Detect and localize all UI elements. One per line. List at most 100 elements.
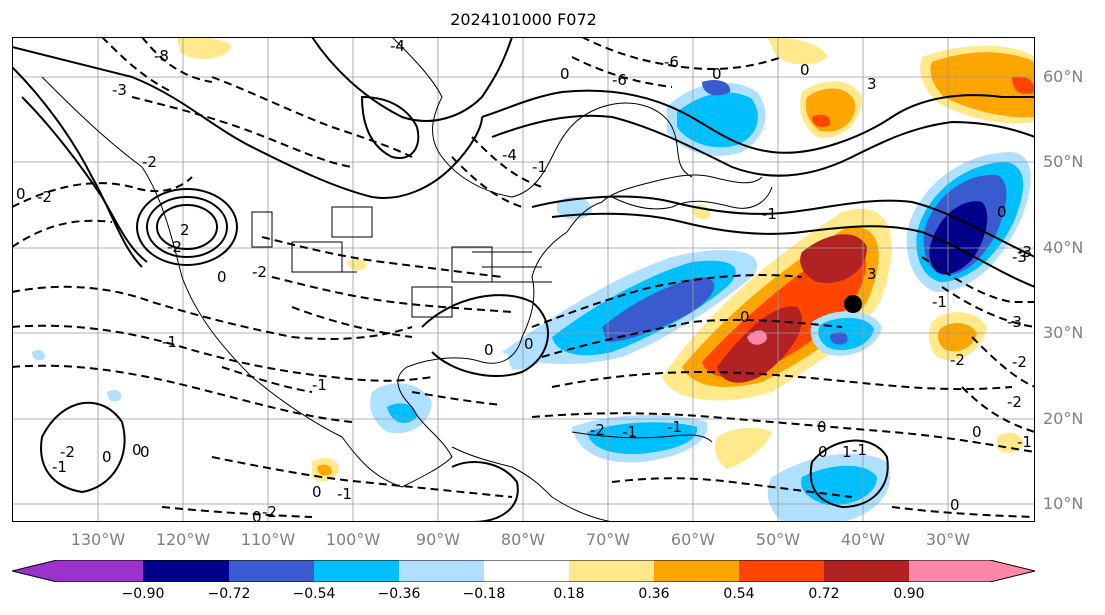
contour-label: 0 (217, 268, 227, 286)
lat-label-30n: 30°N (1043, 323, 1084, 342)
contour-label: -1 (52, 458, 67, 476)
contour-label: -2 (60, 443, 75, 461)
map-frame (12, 37, 1035, 522)
contour-label: 0 (140, 443, 150, 461)
contour-label: 0 (312, 483, 322, 501)
contour-label: 0 (132, 441, 142, 459)
contour-label: -8 (154, 47, 169, 65)
contour-label: 0 (740, 308, 750, 326)
contour-label: 0 (997, 203, 1007, 221)
contour-label: -4 (390, 37, 405, 55)
contour-label: 0 (560, 65, 570, 83)
contour-label: 0 (817, 418, 827, 436)
contour-label: -1 (337, 485, 352, 503)
contour-label: -2 (252, 263, 267, 281)
contour-label: -4 (502, 146, 517, 164)
colorbar-segment (314, 560, 399, 582)
contour-label: 3 (867, 75, 877, 93)
contour-label: -2 (1007, 393, 1022, 411)
contour-label: -1 (1017, 433, 1032, 451)
contour-label: -1 (667, 418, 682, 436)
contour-label: -2 (37, 188, 52, 206)
colorbar-segment (909, 560, 1035, 582)
colorbar-tick: 0.18 (553, 586, 585, 602)
storm-position-marker (844, 295, 862, 313)
lat-label-50n: 50°N (1043, 152, 1084, 171)
contour-label: -1 (162, 333, 177, 351)
colorbar (12, 560, 1036, 582)
colorbar-segment (824, 560, 909, 582)
contour-label: 0 (252, 508, 262, 522)
weather-map: -8 -4 -6 0 -3 -6 0 -2 -4 -2 0 -2 -3 0 0 … (12, 37, 1035, 522)
contour-labels: -8 -4 -6 0 -3 -6 0 -2 -4 -2 0 -2 -3 0 0 … (16, 37, 1032, 522)
lon-label-130w: 130°W (70, 530, 126, 549)
lat-label-20n: 20°N (1043, 409, 1084, 428)
contour-label: -3 (1017, 243, 1032, 261)
contour-label: 1 (842, 443, 852, 461)
colorbar-tick: −0.18 (462, 586, 506, 602)
contour-label: 0 (950, 496, 960, 514)
contour-label: -2 (1012, 353, 1027, 371)
lon-label-110w: 110°W (240, 530, 296, 549)
colorbar-tick: −0.72 (207, 586, 251, 602)
lon-label-70w: 70°W (585, 530, 631, 549)
lon-label-90w: 90°W (415, 530, 461, 549)
colorbar-segment (12, 560, 143, 582)
colorbar-segment (654, 560, 739, 582)
shaded-anomalies (32, 37, 1035, 522)
map-title: 2024101000 F072 (450, 10, 597, 29)
contour-label: 0 (102, 448, 112, 466)
contour-label: -1 (762, 205, 777, 223)
contour-label: 0 (972, 423, 982, 441)
colorbar-tick: 0.54 (723, 586, 755, 602)
colorbar-tick: 0.72 (808, 586, 840, 602)
contour-label: -2 (167, 238, 182, 256)
colorbar-tick: −0.36 (377, 586, 421, 602)
contour-label: 0 (484, 341, 494, 359)
colorbar-tick: −0.90 (121, 586, 165, 602)
contour-label: -6 (612, 71, 627, 89)
colorbar-outline (12, 560, 1036, 582)
contour-label: 0 (800, 61, 810, 79)
colorbar-segment (484, 560, 569, 582)
contour-label: -6 (664, 53, 679, 71)
contour-label: -1 (622, 423, 637, 441)
lon-label-80w: 80°W (500, 530, 546, 549)
colorbar-tick: −0.54 (292, 586, 336, 602)
contour-label: -2 (590, 421, 605, 439)
contour-label: -2 (950, 351, 965, 369)
colorbar-segment (399, 560, 484, 582)
lat-label-10n: 10°N (1043, 494, 1084, 513)
contour-label: -3 (1007, 313, 1022, 331)
lon-label-120w: 120°W (155, 530, 211, 549)
colorbar-tick: 0.90 (893, 586, 925, 602)
colorbar-segment (569, 560, 654, 582)
contour-label: 0 (524, 335, 534, 353)
contour-label: 3 (867, 265, 877, 283)
lon-label-100w: 100°W (325, 530, 381, 549)
contour-label: 0 (712, 65, 722, 83)
contour-label: -2 (142, 153, 157, 171)
contour-label: -1 (932, 293, 947, 311)
dashed-contours (12, 37, 1035, 518)
contour-label: -1 (852, 441, 867, 459)
lat-label-60n: 60°N (1043, 67, 1084, 86)
contour-label: -1 (312, 376, 327, 394)
contour-label: -3 (112, 81, 127, 99)
colorbar-tick: 0.36 (638, 586, 670, 602)
solid-contours (12, 37, 1035, 522)
colorbar-segment (229, 560, 314, 582)
lon-label-40w: 40°W (840, 530, 886, 549)
contour-label: 0 (16, 185, 26, 203)
coastlines (41, 37, 773, 522)
contour-label: -3 (1012, 248, 1027, 266)
lon-label-30w: 30°W (925, 530, 971, 549)
colorbar-segment (143, 560, 229, 582)
lat-label-40n: 40°N (1043, 238, 1084, 257)
colorbar-segment (739, 560, 824, 582)
contour-label: -1 (532, 158, 547, 176)
contour-label: 2 (180, 221, 190, 239)
lon-label-50w: 50°W (755, 530, 801, 549)
lon-label-60w: 60°W (670, 530, 716, 549)
contour-label: -2 (262, 503, 277, 521)
